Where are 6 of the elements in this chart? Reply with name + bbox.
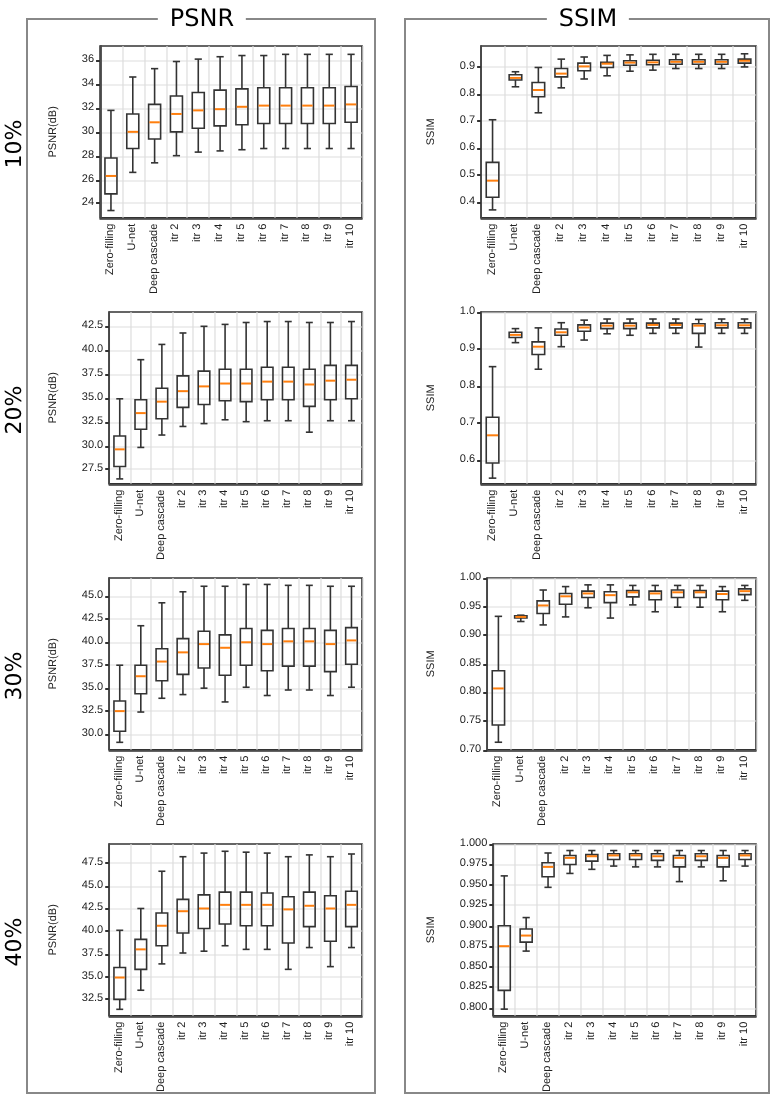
chart-title: SSIM [546,4,630,32]
text: 40% [1,917,27,967]
text: 30% [1,651,27,701]
chart-title: PSNR [157,4,247,32]
text: 20% [1,385,27,435]
text: 10% [1,119,27,169]
